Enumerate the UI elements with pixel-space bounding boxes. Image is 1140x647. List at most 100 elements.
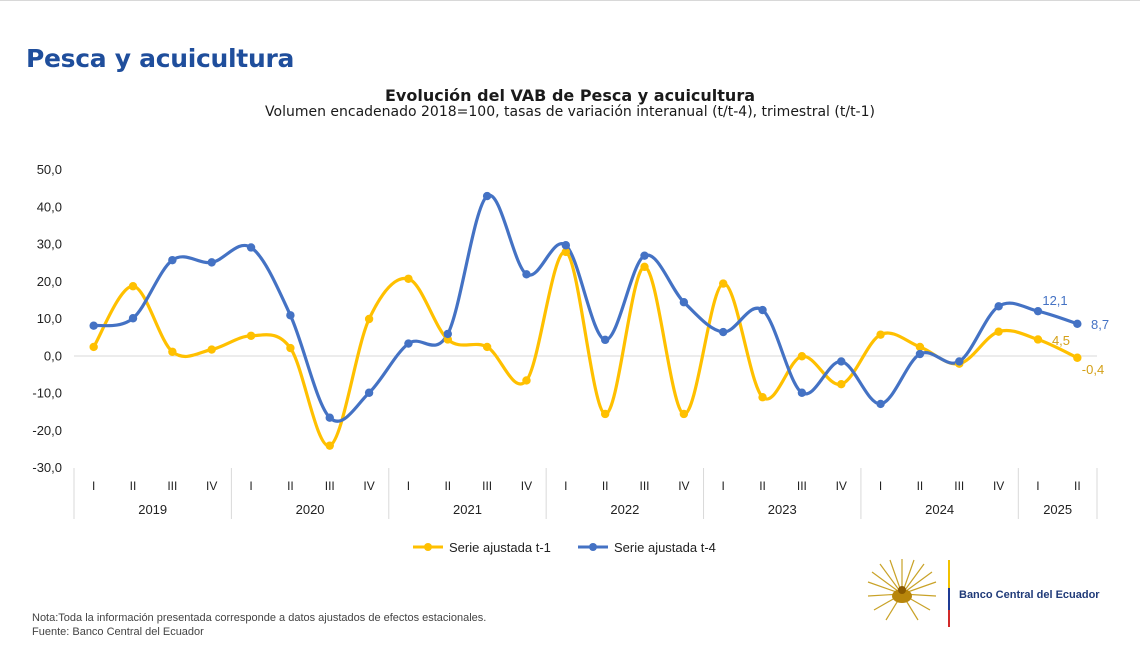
- x-tick-quarter: III: [167, 479, 177, 493]
- data-point-t1: [522, 376, 531, 385]
- data-point-t1: [561, 247, 571, 257]
- y-tick-label: 0,0: [44, 348, 62, 363]
- data-point-t4: [1073, 319, 1082, 329]
- data-point-t1: [482, 342, 492, 352]
- data-point-t1: [797, 352, 807, 361]
- y-axis: 50,0 40,0 30,0 20,0 10,0 0,0 -10,0 -20,0 -30,0: [32, 162, 62, 475]
- data-point-t4: [286, 311, 295, 320]
- series-lines: [92, 193, 1079, 448]
- flag-stripe-red: [948, 610, 950, 627]
- data-point-t1: [364, 314, 374, 324]
- data-point-t4: [758, 305, 767, 315]
- y-tick-label: -30,0: [32, 460, 62, 475]
- data-point-t1: [168, 347, 177, 356]
- data-point-t4: [719, 327, 728, 337]
- x-tick-quarter: II: [1074, 479, 1081, 493]
- data-point-t4: [443, 329, 452, 339]
- y-tick-label: 10,0: [37, 311, 62, 326]
- x-tick-quarter: IV: [836, 479, 847, 493]
- data-point-t4: [1033, 306, 1043, 316]
- data-point-t4: [246, 243, 256, 252]
- line-chart: 50,0 40,0 30,0 20,0 10,0 0,0 -10,0 -20,0 -30,0 I…: [32, 162, 1109, 555]
- data-point-t1: [758, 393, 767, 402]
- data-point-t4: [168, 255, 177, 265]
- y-tick-label: -10,0: [32, 386, 62, 401]
- x-tick-quarter: III: [482, 479, 492, 493]
- legend-marker-t1: [424, 543, 432, 551]
- data-point-t1: [719, 279, 728, 288]
- data-point-t1: [679, 409, 689, 419]
- x-tick-quarter: I: [249, 479, 252, 493]
- t1-last-label: -0,4: [1082, 362, 1104, 377]
- x-tick-quarter: IV: [521, 479, 532, 493]
- x-tick-quarter: IV: [993, 479, 1004, 493]
- series-line-t4: [92, 193, 1079, 423]
- data-point-t4: [325, 413, 334, 422]
- data-point-t1: [640, 262, 649, 272]
- flag-stripe-blue: [948, 588, 950, 610]
- x-tick-quarter: II: [759, 479, 766, 493]
- footnote-source: Fuente: Banco Central del Ecuador: [32, 626, 204, 638]
- data-point-t4: [915, 349, 925, 359]
- data-point-t4: [955, 357, 964, 366]
- x-tick-quarter: II: [287, 479, 294, 493]
- y-tick-label: 50,0: [37, 162, 62, 177]
- data-point-t4: [482, 191, 492, 201]
- x-tick-quarter: I: [407, 479, 410, 493]
- legend-item-t1: Serie ajustada t-1: [413, 540, 551, 555]
- y-tick-label: 20,0: [37, 274, 62, 289]
- legend: Serie ajustada t-1 Serie ajustada t-4: [413, 540, 716, 555]
- x-tick-year: 2025: [1043, 502, 1072, 517]
- legend-label-t1: Serie ajustada t-1: [449, 540, 551, 555]
- data-point-t1: [89, 342, 98, 352]
- legend-item-t4: Serie ajustada t-4: [578, 540, 716, 555]
- data-point-t4: [364, 388, 374, 397]
- footnote-note: Nota:Toda la información presentada corr…: [32, 612, 487, 624]
- data-point-t1: [207, 345, 216, 354]
- data-point-t1: [246, 331, 256, 340]
- x-tick-quarter: I: [879, 479, 882, 493]
- data-point-t4: [207, 258, 216, 267]
- x-tick-quarter: II: [130, 479, 137, 493]
- end-labels: 12,1 8,7 4,5 -0,4: [1042, 293, 1109, 377]
- x-tick-quarter: IV: [678, 479, 689, 493]
- data-point-t1: [1073, 353, 1082, 362]
- t4-prev-label: 12,1: [1042, 293, 1067, 308]
- legend-marker-t4: [589, 543, 597, 551]
- x-tick-quarter: II: [444, 479, 451, 493]
- x-tick-quarter: II: [602, 479, 609, 493]
- footnote: Nota:Toda la información presentada corr…: [32, 611, 486, 639]
- legend-label-t4: Serie ajustada t-4: [614, 540, 716, 555]
- data-point-t4: [837, 357, 846, 366]
- data-point-t1: [876, 330, 885, 339]
- data-point-t1: [128, 282, 138, 291]
- x-tick-quarter: IV: [206, 479, 217, 493]
- x-tick-quarter: III: [640, 479, 650, 493]
- x-tick-quarter: I: [1036, 479, 1039, 493]
- data-point-t1: [837, 379, 846, 389]
- x-tick-quarter: IV: [363, 479, 374, 493]
- data-point-t1: [915, 342, 925, 352]
- data-point-t4: [561, 241, 571, 250]
- data-point-t4: [600, 335, 610, 345]
- data-point-t4: [404, 339, 413, 348]
- data-point-t1: [286, 343, 295, 353]
- logo-text: Banco Central del Ecuador: [959, 589, 1100, 601]
- x-tick-year: 2024: [925, 502, 954, 517]
- data-point-t4: [640, 251, 649, 260]
- series-points: [89, 191, 1082, 450]
- condor-emblem-icon: [867, 559, 937, 621]
- x-tick-year: 2020: [296, 502, 325, 517]
- x-tick-quarter: II: [917, 479, 924, 493]
- x-tick-year: 2022: [610, 502, 639, 517]
- chart-subtitle: Volumen encadenado 2018=100, tasas de va…: [265, 104, 875, 120]
- top-divider: [0, 0, 1140, 1]
- y-tick-label: -20,0: [32, 423, 62, 438]
- x-tick-quarter: I: [722, 479, 725, 493]
- series-line-t1: [92, 250, 1079, 448]
- chart-title: Evolución del VAB de Pesca y acuicultura: [384, 86, 756, 105]
- page-title: Pesca y acuicultura: [26, 44, 295, 73]
- flag-stripe-yellow: [948, 560, 950, 588]
- data-point-t4: [876, 399, 885, 409]
- data-point-t1: [325, 441, 334, 450]
